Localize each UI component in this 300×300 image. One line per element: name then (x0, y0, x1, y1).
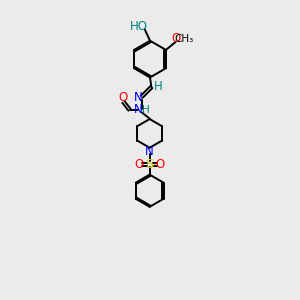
Text: N: N (134, 103, 142, 116)
Text: O: O (118, 91, 127, 104)
Text: O: O (172, 32, 181, 45)
Text: CH₃: CH₃ (174, 34, 194, 44)
Text: H: H (142, 105, 150, 115)
Text: N: N (145, 145, 154, 158)
Text: HO: HO (130, 20, 148, 33)
Text: O: O (156, 158, 165, 171)
Text: H: H (154, 80, 162, 93)
Text: O: O (134, 158, 143, 171)
Text: N: N (134, 91, 142, 104)
Text: S: S (146, 158, 154, 171)
